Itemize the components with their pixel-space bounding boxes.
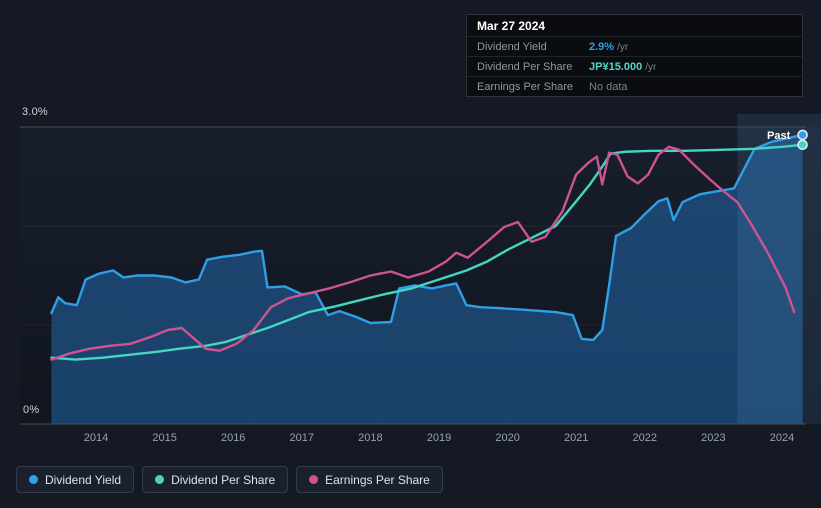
legend-item-dividend-yield[interactable]: Dividend Yield — [16, 466, 135, 493]
tooltip-row-label: Dividend Yield — [477, 40, 547, 53]
tooltip-row-label: Dividend Per Share — [477, 60, 573, 73]
legend-dot-icon — [29, 475, 38, 484]
legend-dot-icon — [155, 475, 165, 484]
x-tick-label: 2022 — [633, 432, 657, 444]
tooltip-row: Dividend Yield 2.9%/yr — [467, 36, 802, 56]
x-tick-label: 2015 — [152, 432, 176, 444]
past-region-overlay — [737, 114, 821, 424]
x-tick-label: 2017 — [290, 432, 314, 444]
series-line-dividend-per-share — [50, 143, 804, 361]
x-tick-label: 2024 — [770, 432, 794, 444]
y-axis-label-bottom: 0% — [23, 404, 40, 416]
legend-item-label: Earnings Per Share — [325, 472, 430, 487]
legend-item-label: Dividend Per Share — [171, 472, 276, 487]
tooltip-date: Mar 27 2024 — [477, 19, 546, 33]
legend-dot-icon — [309, 475, 319, 484]
x-tick-label: 2016 — [221, 432, 245, 444]
tooltip-row-label: Earnings Per Share — [477, 80, 573, 93]
tooltip-row: Earnings Per Share No data — [467, 76, 802, 96]
hover-tooltip: Mar 27 2024 Dividend Yield 2.9%/yr Divid… — [466, 14, 803, 97]
tooltip-row-suffix: /yr — [617, 41, 629, 53]
legend-item-earnings-per-share[interactable]: Earnings Per Share — [296, 466, 443, 493]
chart-legend: Dividend Yield Dividend Per Share Earnin… — [16, 466, 443, 493]
x-tick-label: 2018 — [358, 432, 382, 444]
x-tick-label: 2021 — [564, 432, 588, 444]
past-label: Past — [767, 130, 791, 142]
tooltip-row: Dividend Per Share JP¥15.000/yr — [467, 56, 802, 76]
x-tick-label: 2014 — [84, 432, 108, 444]
series-end-marker — [797, 129, 808, 141]
x-tick-label: 2023 — [701, 432, 725, 444]
x-tick-label: 2019 — [427, 432, 451, 444]
tooltip-row-value: No data — [589, 80, 628, 93]
chart-canvas[interactable]: 2014 2015 2016 2017 2018 2019 2020 2021 2022 2023… — [0, 0, 821, 455]
tooltip-row-suffix: /yr — [645, 61, 657, 73]
tooltip-row-value: 2.9%/yr — [589, 40, 629, 53]
series-line-earnings-per-share — [50, 145, 796, 361]
legend-item-label: Dividend Yield — [45, 472, 122, 487]
dividend-yield-area — [51, 134, 803, 424]
x-tick-label: 2020 — [495, 432, 519, 444]
tooltip-row-value: JP¥15.000/yr — [589, 60, 657, 73]
legend-item-dividend-per-share[interactable]: Dividend Per Share — [142, 466, 289, 493]
series-line-dividend-yield — [50, 133, 804, 342]
y-axis-label-top: 3.0% — [22, 106, 48, 118]
series-end-marker — [797, 139, 808, 151]
chart-area[interactable]: 2014 2015 2016 2017 2018 2019 2020 2021 2022 2023… — [0, 0, 821, 455]
